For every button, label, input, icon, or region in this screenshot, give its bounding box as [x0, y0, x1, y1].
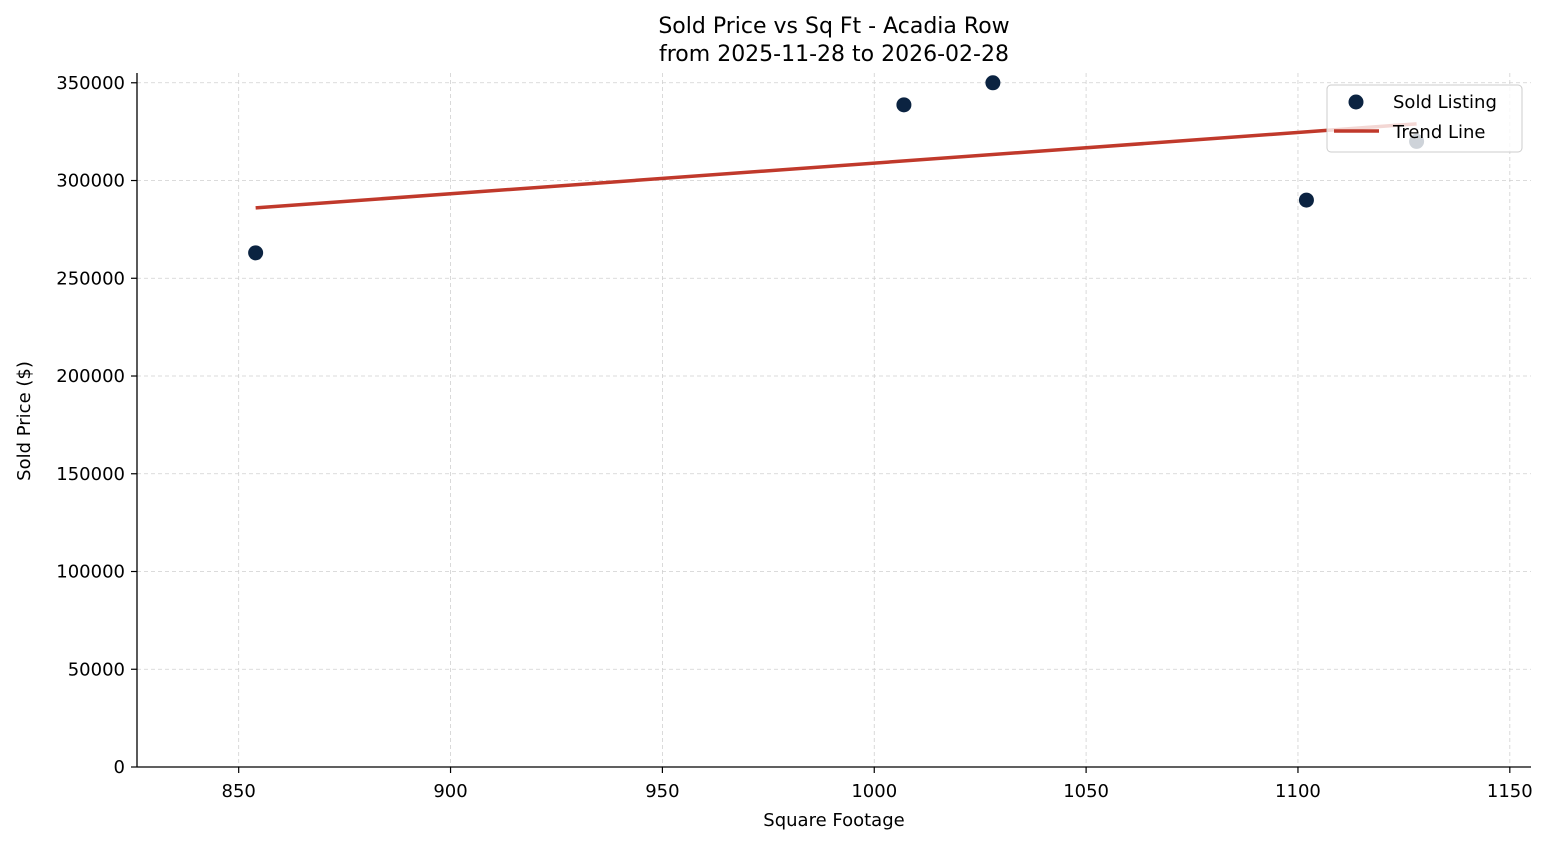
x-tick-label: 850	[222, 781, 256, 802]
y-tick-label: 150000	[56, 464, 125, 485]
data-point	[248, 245, 264, 261]
x-tick-label: 900	[433, 781, 467, 802]
legend-box	[1326, 84, 1523, 153]
y-tick-label: 100000	[56, 562, 125, 583]
y-tick-label: 0	[114, 757, 125, 778]
y-tick-label: 50000	[68, 659, 125, 680]
legend: Sold Listing Trend Line	[1326, 84, 1523, 153]
marks	[248, 75, 1425, 261]
y-tick-label: 200000	[56, 366, 125, 387]
data-point	[985, 75, 1001, 91]
axes: 850 900 950 1000 1050 1100 1150 0 50000 100000 150…	[56, 73, 1532, 802]
x-tick-label: 1100	[1275, 781, 1321, 802]
y-tick-label: 350000	[56, 73, 125, 94]
y-tick-label: 250000	[56, 268, 125, 289]
x-tick-label: 1150	[1487, 781, 1533, 802]
x-tick-label: 1000	[851, 781, 897, 802]
y-tick-label: 300000	[56, 171, 125, 192]
x-axis-label: Square Footage	[763, 810, 904, 831]
chart-subtitle: from 2025-11-28 to 2026-02-28	[659, 42, 1009, 67]
chart-title: Sold Price vs Sq Ft - Acadia Row	[658, 14, 1009, 39]
data-point	[1298, 192, 1314, 208]
legend-label-trend-line: Trend Line	[1392, 122, 1486, 143]
y-axis-label: Sold Price ($)	[14, 361, 35, 481]
data-point	[896, 97, 912, 113]
x-tick-label: 1050	[1063, 781, 1109, 802]
grid	[137, 73, 1531, 768]
legend-marker-sold-listing	[1348, 94, 1364, 110]
x-tick-label: 950	[645, 781, 679, 802]
legend-label-sold-listing: Sold Listing	[1393, 92, 1497, 113]
trend-line	[255, 122, 1417, 210]
